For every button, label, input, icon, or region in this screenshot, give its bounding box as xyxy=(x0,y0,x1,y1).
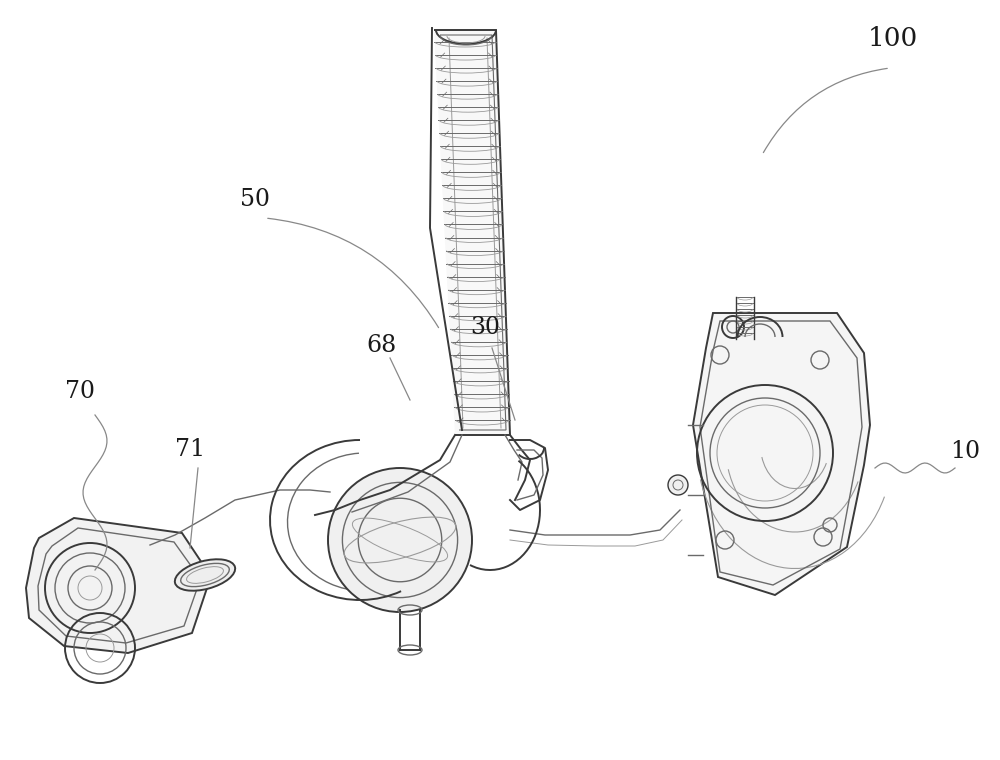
FancyArrowPatch shape xyxy=(268,218,439,328)
Text: 30: 30 xyxy=(470,316,500,340)
Circle shape xyxy=(328,468,472,612)
Ellipse shape xyxy=(175,559,235,591)
Polygon shape xyxy=(26,518,207,653)
Text: 50: 50 xyxy=(240,188,270,211)
Text: 68: 68 xyxy=(367,334,397,356)
Polygon shape xyxy=(434,30,510,435)
Text: 71: 71 xyxy=(175,439,205,461)
Text: 100: 100 xyxy=(868,26,918,50)
FancyArrowPatch shape xyxy=(763,68,887,153)
Polygon shape xyxy=(693,313,870,595)
Text: 10: 10 xyxy=(950,441,980,464)
Text: 70: 70 xyxy=(65,381,95,404)
Circle shape xyxy=(668,475,688,495)
